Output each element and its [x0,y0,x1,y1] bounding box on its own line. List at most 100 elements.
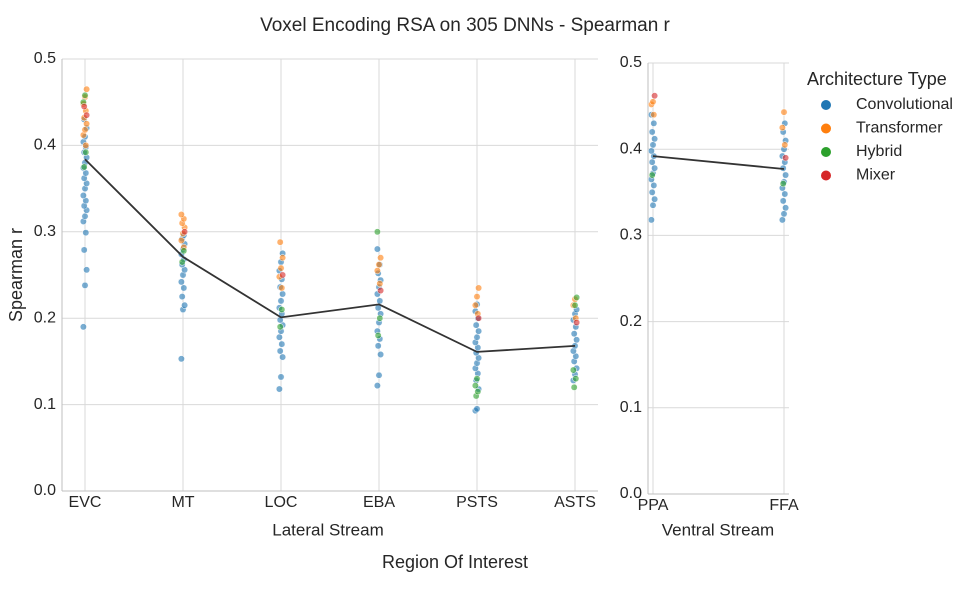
point [279,254,287,262]
y-tick-label: 0.0 [34,482,56,499]
point [180,284,188,292]
y-tick-label: 0.4 [620,140,642,157]
point [649,201,657,209]
point [177,278,185,286]
point [373,382,381,390]
point [279,353,287,361]
point [573,336,581,344]
y-tick-label: 0.1 [34,396,56,413]
point [373,267,381,275]
legend-marker [821,123,831,134]
panel-label: Lateral Stream [272,520,384,539]
point [279,271,287,279]
point [80,163,88,171]
y-tick-label: 0.2 [620,313,642,330]
point [651,135,659,143]
point [781,141,789,149]
point [275,385,283,393]
y-tick-label: 0.3 [620,227,642,244]
point [80,103,88,110]
point [475,284,483,292]
mean-line [84,158,576,353]
x-tick-label: FFA [769,497,799,514]
point [778,124,786,132]
point [180,247,188,255]
point [473,375,481,383]
point [181,301,189,309]
point [780,210,788,218]
point [651,195,659,203]
point [181,228,189,236]
point [276,238,284,246]
point [275,333,283,341]
point [474,388,482,396]
point [471,301,479,309]
x-tick-label: EBA [363,494,395,511]
point [177,211,185,218]
point [79,192,87,199]
point [276,347,284,355]
point [782,204,790,212]
point [277,264,285,272]
point [375,371,383,379]
point [650,111,658,119]
point [277,373,285,381]
point [82,229,90,237]
point [570,383,578,391]
point [570,330,578,338]
x-axis-label: Region Of Interest [382,552,528,572]
point [178,258,186,266]
point [572,375,580,383]
point [475,327,483,335]
point [651,92,659,100]
point [782,154,790,162]
point [79,323,87,331]
point [81,281,89,289]
point [376,280,384,288]
y-tick-label: 0.0 [620,485,642,502]
point [80,246,88,254]
x-tick-label: ASTS [554,494,596,511]
point [573,319,581,326]
point [472,321,480,329]
point [82,148,90,156]
legend-label: Transformer [856,120,943,137]
legend-label: Convolutional [856,96,953,113]
x-tick-label: MT [171,494,194,511]
y-tick-label: 0.3 [34,223,56,240]
point [278,306,286,314]
point [571,301,579,309]
point [373,228,381,236]
point [573,294,581,301]
point [376,314,384,322]
point [648,128,656,136]
point [651,164,659,172]
point [374,342,382,350]
point [649,141,657,149]
point [471,382,479,390]
legend-title: Architecture Type [807,69,947,89]
y-axis-label: Spearman r [6,228,26,322]
legend-marker [821,147,831,157]
point [475,314,483,322]
y-tick-label: 0.1 [620,399,642,416]
point [377,287,385,295]
point [650,181,658,189]
point [647,216,655,224]
y-tick-label: 0.5 [620,54,642,71]
point [177,355,185,363]
legend-label: Mixer [856,167,896,184]
point [648,171,656,179]
point [648,158,656,166]
point [782,171,790,179]
panel-label: Ventral Stream [662,520,774,539]
point [277,297,285,305]
point [377,254,385,262]
point [178,293,186,301]
point [779,197,787,205]
mean-line [652,155,785,170]
point [647,147,655,155]
point [278,284,286,292]
point [83,266,91,274]
